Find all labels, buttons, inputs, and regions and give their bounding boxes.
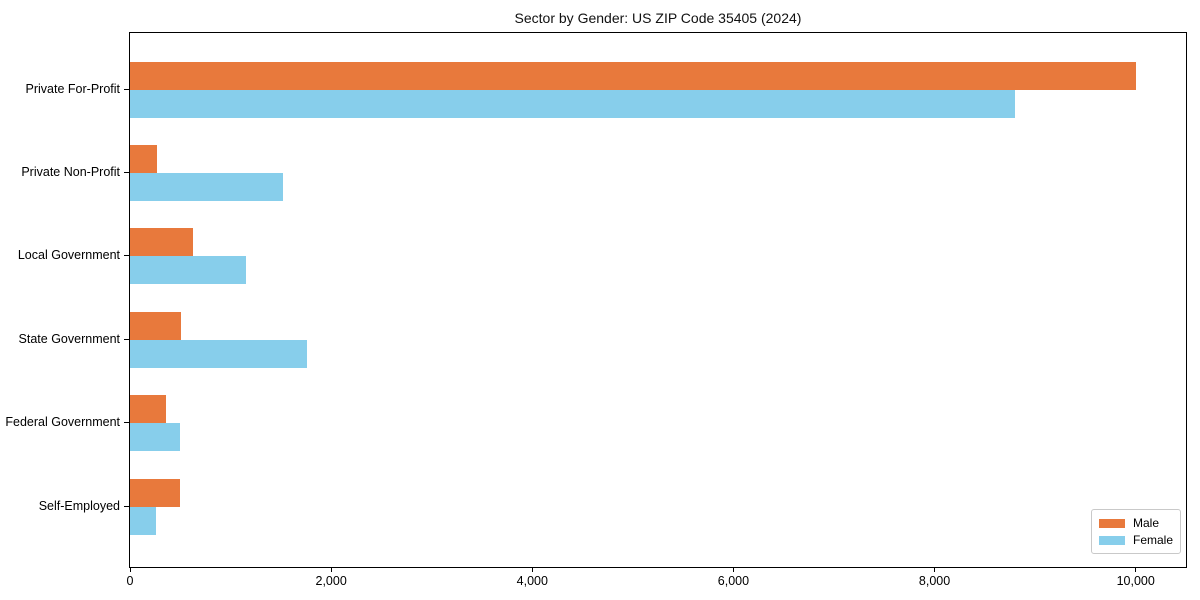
x-tick-label: 8,000 <box>918 574 951 588</box>
legend-row-male: Male <box>1099 517 1173 529</box>
y-tick <box>124 255 129 257</box>
category-label-private-for-profit: Private For-Profit <box>25 81 120 96</box>
bar-male-private-for-profit <box>130 61 1136 90</box>
x-tick <box>531 568 533 572</box>
bar-female-private-non-profit <box>130 172 283 201</box>
bar-female-self-employed <box>130 506 157 535</box>
x-tick-label: 6,000 <box>717 574 750 588</box>
bar-female-state-government <box>130 339 307 368</box>
x-tick-label: 0 <box>126 574 134 588</box>
category-label-self-employed: Self-Employed <box>38 498 120 513</box>
category-label-federal-government: Federal Government <box>5 415 120 430</box>
x-tick <box>1135 568 1137 572</box>
bar-male-state-government <box>130 311 182 340</box>
y-tick <box>124 171 129 173</box>
bar-female-local-government <box>130 256 246 285</box>
x-tick-label: 4,000 <box>516 574 548 588</box>
x-tick-label: 2,000 <box>315 574 347 588</box>
bar-male-private-non-profit <box>130 144 158 173</box>
x-tick <box>732 568 734 572</box>
x-tick <box>934 568 936 572</box>
bar-female-federal-government <box>130 423 181 452</box>
legend-swatch-male <box>1099 518 1125 528</box>
x-tick <box>330 568 332 572</box>
legend-row-female: Female <box>1099 534 1173 546</box>
category-label-private-non-profit: Private Non-Profit <box>21 164 120 179</box>
x-tick-label: 10,000 <box>1116 574 1155 588</box>
legend-label-female: Female <box>1133 533 1174 547</box>
bar-male-federal-government <box>130 395 167 424</box>
bar-male-local-government <box>130 228 194 257</box>
bar-female-private-for-profit <box>130 89 1016 118</box>
category-label-local-government: Local Government <box>17 248 120 263</box>
category-label-state-government: State Government <box>18 331 120 346</box>
legend-swatch-female <box>1099 535 1125 545</box>
x-tick <box>129 568 131 572</box>
y-tick <box>124 422 129 424</box>
bar-male-self-employed <box>130 478 181 507</box>
y-tick <box>124 88 129 90</box>
y-tick <box>124 338 129 340</box>
chart-title: Sector by Gender: US ZIP Code 35405 (202… <box>514 10 802 26</box>
legend-label-male: Male <box>1133 516 1160 530</box>
y-tick <box>124 505 129 507</box>
legend: Male Female <box>1091 509 1181 554</box>
plot-area <box>129 32 1187 568</box>
